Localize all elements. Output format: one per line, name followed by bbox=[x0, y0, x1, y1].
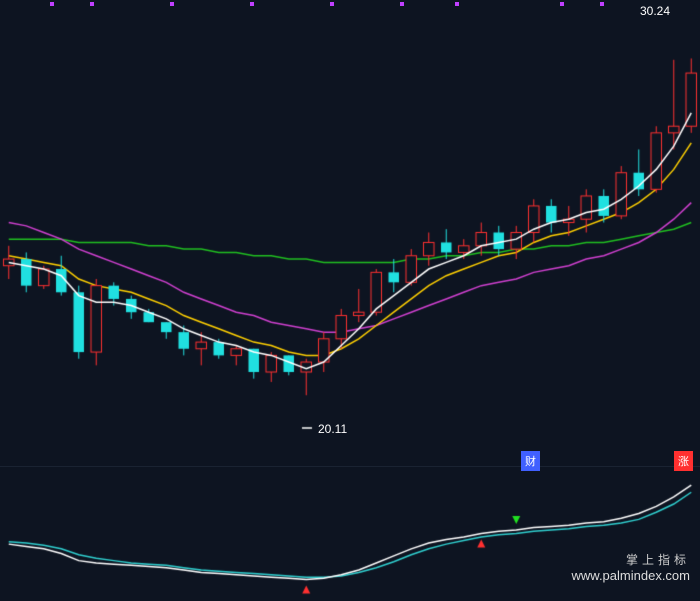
top-marker-dot bbox=[560, 2, 564, 6]
top-marker-dot bbox=[600, 2, 604, 6]
top-marker-dot bbox=[170, 2, 174, 6]
top-marker-dot bbox=[50, 2, 54, 6]
high-price-label: 30.24 bbox=[640, 4, 670, 18]
panel-divider bbox=[0, 466, 700, 467]
watermark: 掌上指标 www.palmindex.com bbox=[572, 551, 691, 583]
low-price-label: 20.11 bbox=[318, 422, 347, 436]
badge-zhang: 涨 bbox=[674, 451, 693, 471]
badge-cai: 财 bbox=[521, 451, 540, 471]
watermark-url: www.palmindex.com bbox=[572, 568, 691, 583]
candlestick-chart[interactable] bbox=[0, 0, 700, 465]
top-marker-dot bbox=[330, 2, 334, 6]
top-marker-dot bbox=[400, 2, 404, 6]
top-marker-dot bbox=[250, 2, 254, 6]
top-marker-dot bbox=[90, 2, 94, 6]
top-marker-dot bbox=[455, 2, 459, 6]
watermark-title: 掌上指标 bbox=[572, 551, 691, 568]
